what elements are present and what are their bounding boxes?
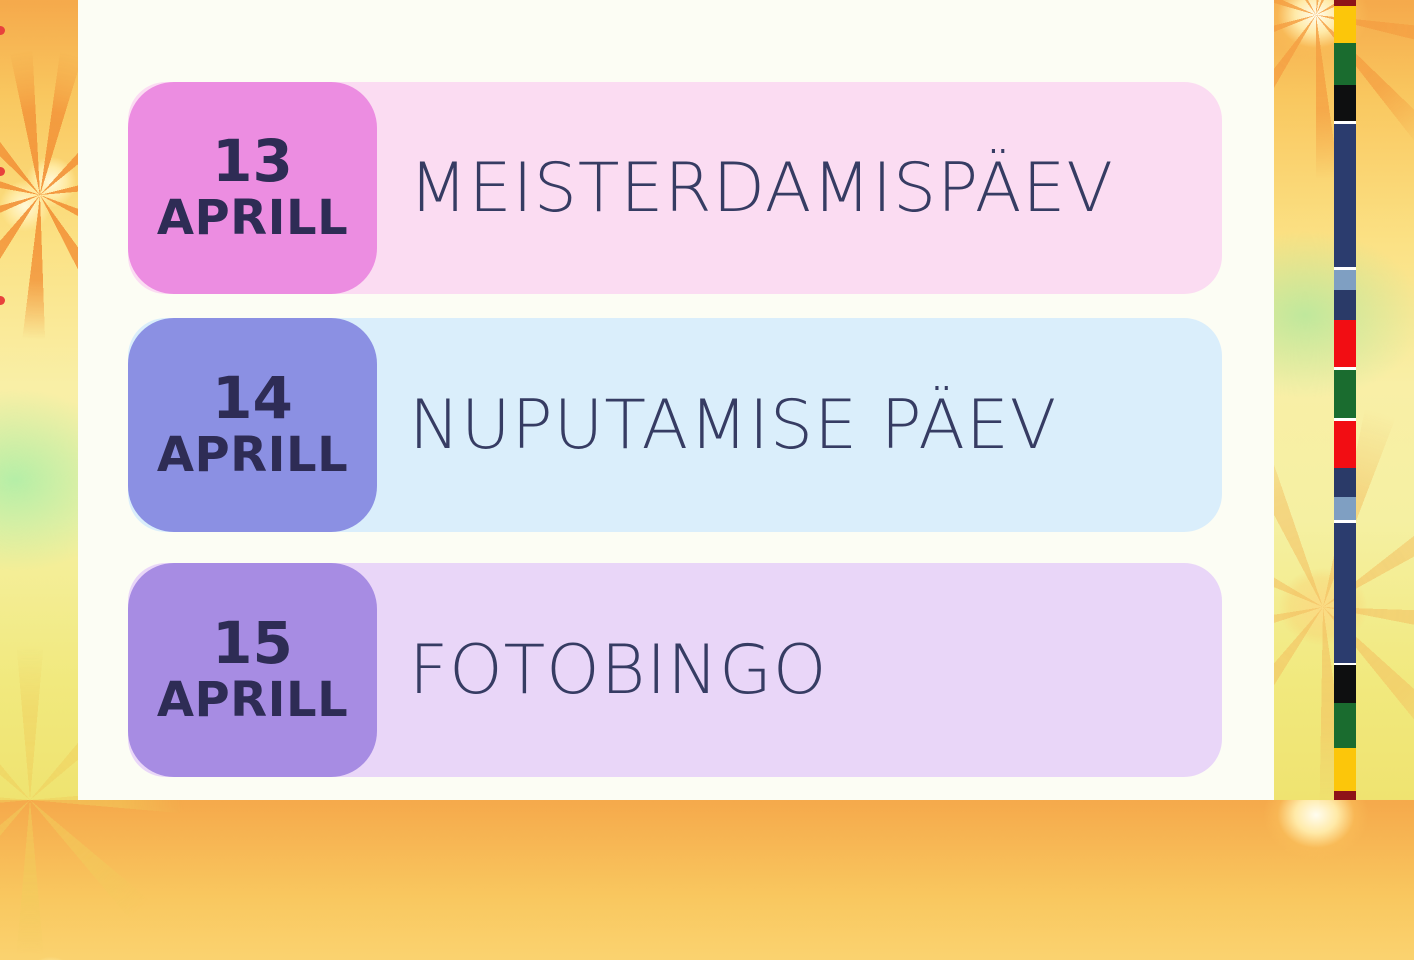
event-row: 13 APRILL MEISTERDAMISPÄEV [128, 82, 1222, 294]
red-edge-dot [0, 167, 5, 176]
color-bar-segment [1334, 703, 1356, 748]
event-day: 13 [212, 127, 293, 196]
color-bar-segment [1334, 320, 1356, 367]
color-bar-segment [1334, 497, 1356, 520]
event-month: APRILL [156, 190, 349, 247]
event-title: NUPUTAMISE PÄEV [409, 385, 1058, 465]
color-bar-segment [1334, 270, 1356, 290]
color-bar-segment [1334, 665, 1356, 703]
color-bar-segment [1334, 0, 1356, 6]
event-row: 15 APRILL FOTOBINGO [128, 563, 1222, 777]
color-bar-segment [1334, 370, 1356, 418]
color-bar-segment [1334, 367, 1356, 370]
red-edge-dot [0, 296, 5, 305]
color-bar-segment [1334, 748, 1356, 791]
event-title: MEISTERDAMISPÄEV [409, 148, 1114, 228]
color-bar-segment [1334, 43, 1356, 85]
color-bar-segment [1334, 791, 1356, 800]
print-color-bar [1334, 0, 1356, 800]
color-bar-segment [1334, 124, 1356, 267]
color-bar-segment [1334, 421, 1356, 468]
event-row: 14 APRILL NUPUTAMISE PÄEV [128, 318, 1222, 532]
event-day: 15 [212, 609, 293, 678]
event-date-badge: 13 APRILL [128, 82, 377, 294]
color-bar-segment [1334, 267, 1356, 270]
color-bar-segment [1334, 121, 1356, 124]
event-day: 14 [212, 364, 293, 433]
color-bar-segment [1334, 6, 1356, 43]
content-panel: 13 APRILL MEISTERDAMISPÄEV 14 APRILL NUP… [78, 0, 1274, 800]
color-bar-segment [1334, 468, 1356, 497]
color-bar-segment [1334, 290, 1356, 320]
color-bar-segment [1334, 523, 1356, 663]
color-bar-segment [1334, 663, 1356, 665]
red-edge-dot [0, 26, 5, 35]
event-date-badge: 14 APRILL [128, 318, 377, 532]
color-bar-segment [1334, 85, 1356, 121]
event-month: APRILL [156, 672, 349, 729]
event-date-badge: 15 APRILL [128, 563, 377, 777]
color-bar-segment [1334, 520, 1356, 523]
event-month: APRILL [156, 427, 349, 484]
color-bar-segment [1334, 418, 1356, 421]
event-title: FOTOBINGO [409, 630, 828, 710]
